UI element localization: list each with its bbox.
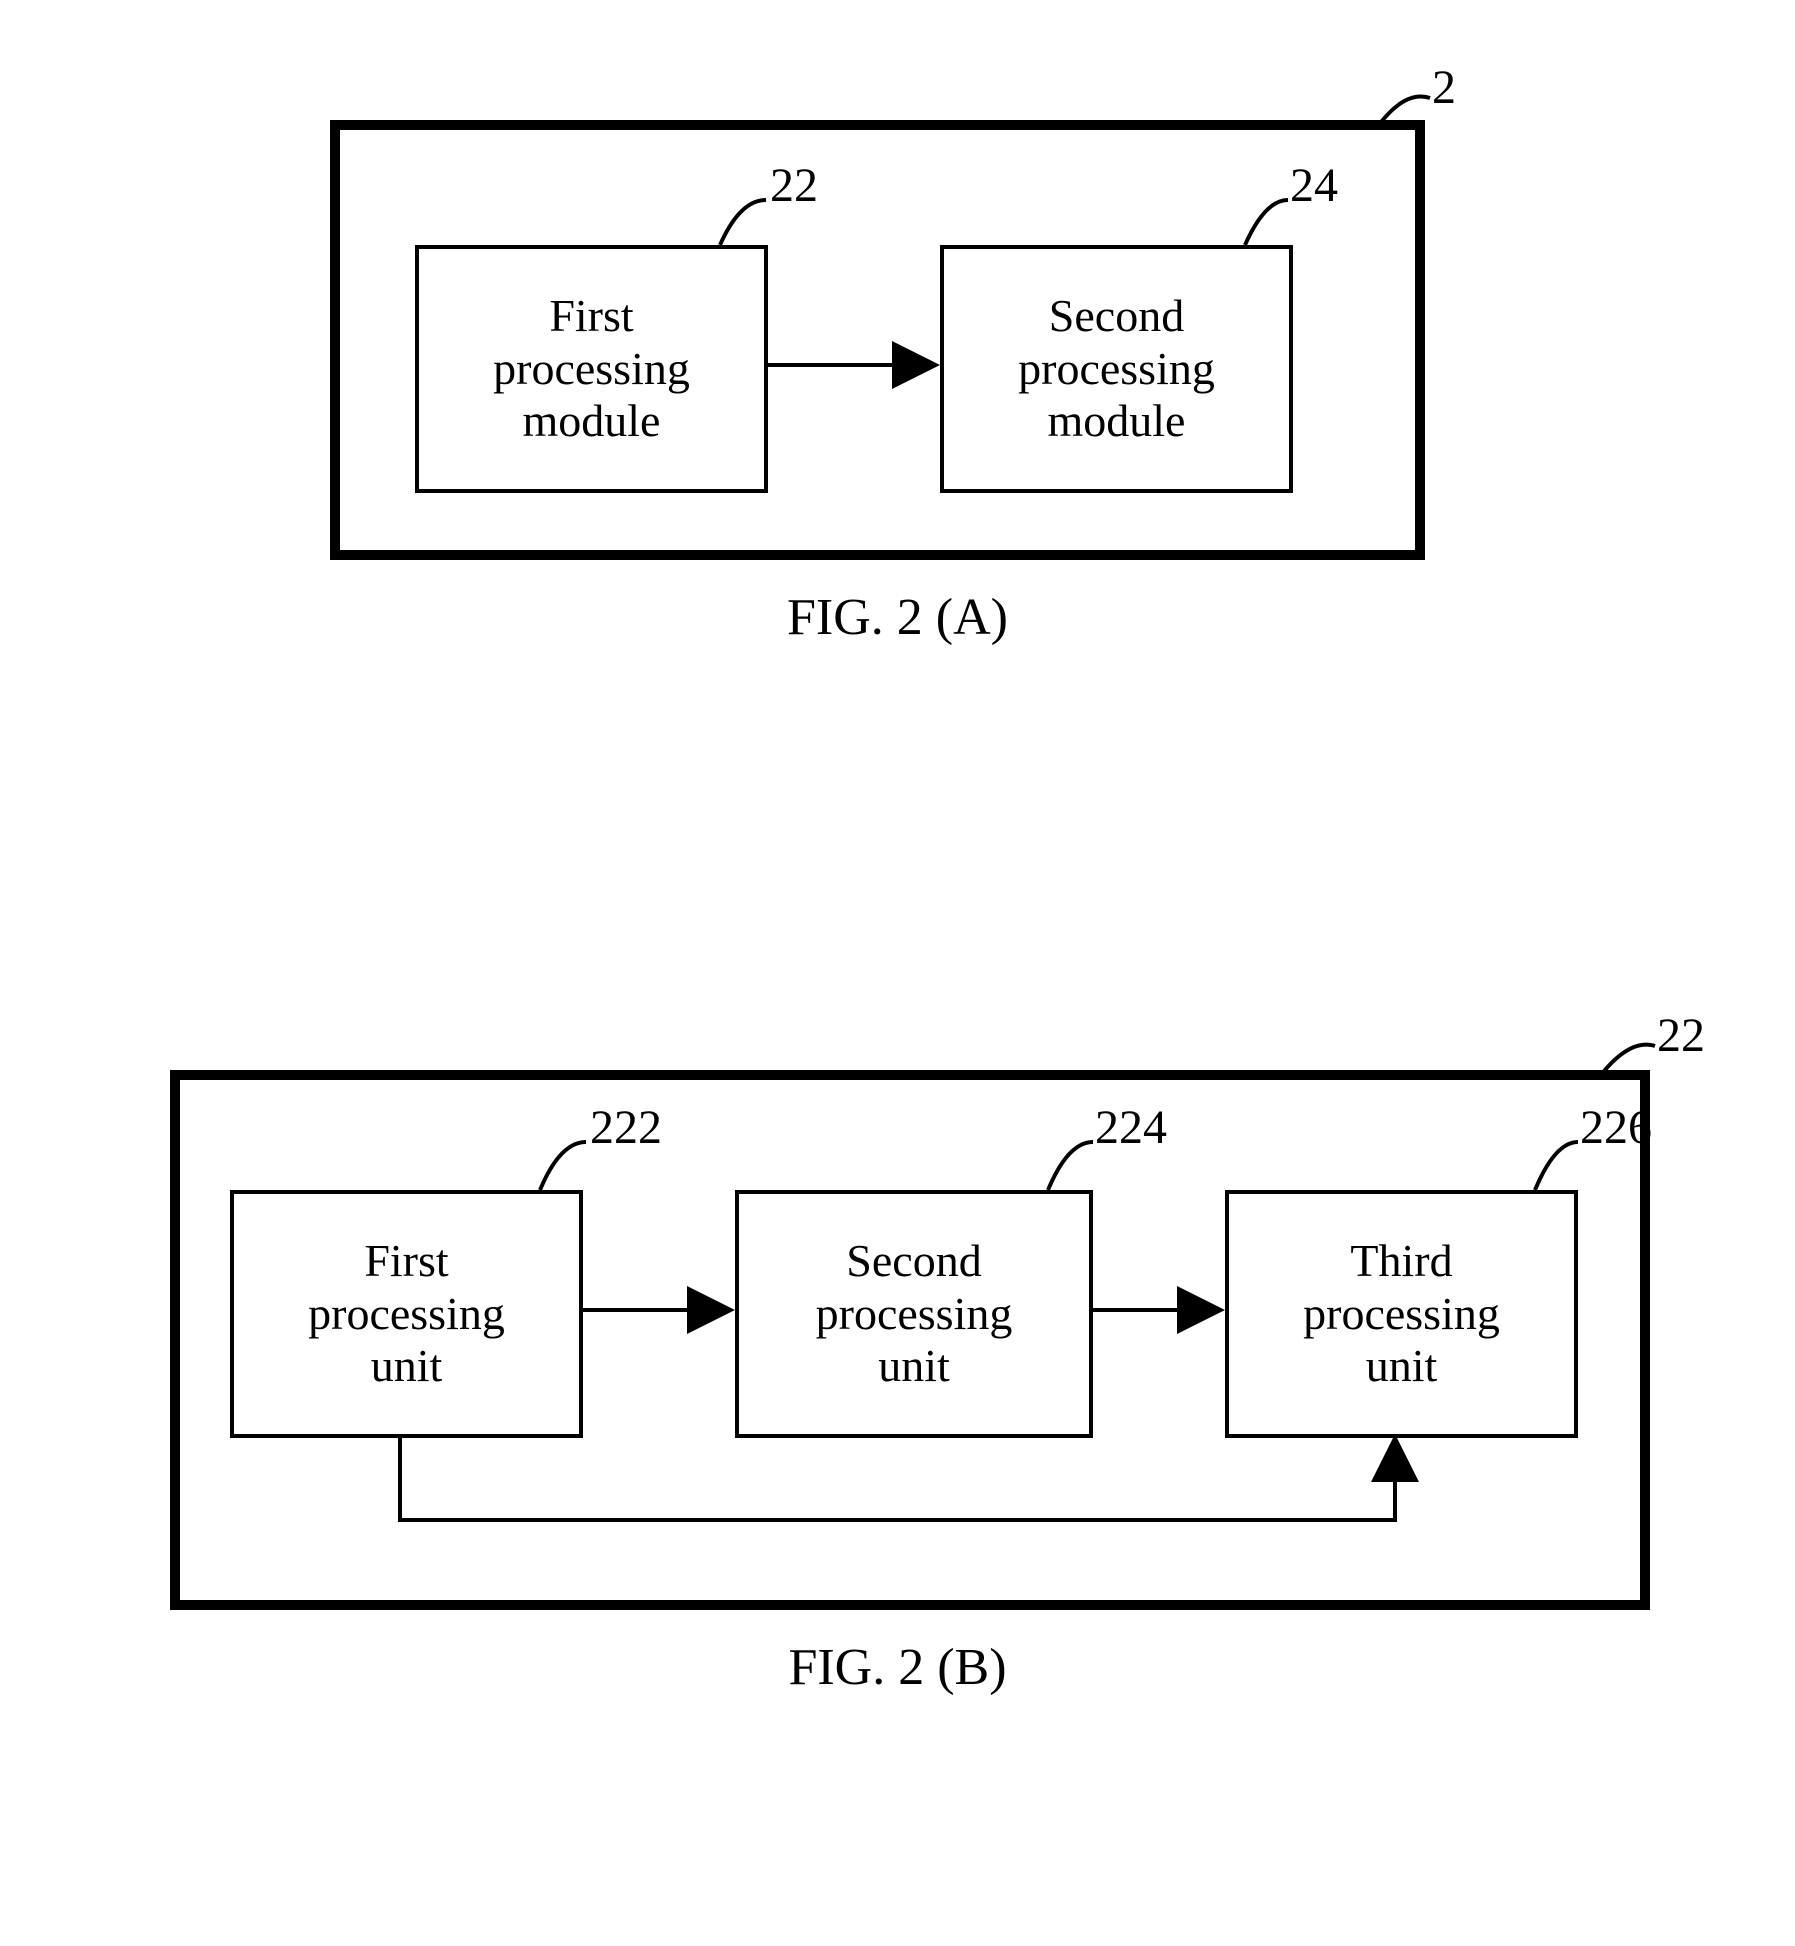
figA-ref-24: 24 [1290,158,1338,213]
figA-box1-line1: First [549,290,633,343]
figA-box2-line2: processing [1018,343,1215,396]
figB-ref-226: 226 [1580,1100,1652,1155]
figB-box1-line1: First [364,1235,448,1288]
figB-box-first-unit: First processing unit [230,1190,583,1438]
figB-ref-outer-22: 22 [1657,1008,1705,1063]
figA-box2-line1: Second [1049,290,1184,343]
figB-box3-line2: processing [1303,1288,1500,1341]
figB-box-second-unit: Second processing unit [735,1190,1093,1438]
page: First processing module Second processin… [0,0,1795,1946]
figB-ref-222: 222 [590,1100,662,1155]
figB-box3-line3: unit [1366,1340,1438,1393]
figB-box2-line1: Second [846,1235,981,1288]
figA-box1-line3: module [523,395,661,448]
figA-box-second-module: Second processing module [940,245,1293,493]
figB-box1-line3: unit [371,1340,443,1393]
figB-box-third-unit: Third processing unit [1225,1190,1578,1438]
figA-ref-22: 22 [770,158,818,213]
figB-caption: FIG. 2 (B) [0,1638,1795,1697]
figB-ref-224: 224 [1095,1100,1167,1155]
figB-box3-line1: Third [1350,1235,1452,1288]
figA-box-first-module: First processing module [415,245,768,493]
figA-ref-2: 2 [1432,60,1456,115]
figB-box2-line3: unit [878,1340,950,1393]
figA-box1-line2: processing [493,343,690,396]
figB-box2-line2: processing [816,1288,1013,1341]
figA-box2-line3: module [1048,395,1186,448]
figB-box1-line2: processing [308,1288,505,1341]
figA-caption: FIG. 2 (A) [0,588,1795,647]
